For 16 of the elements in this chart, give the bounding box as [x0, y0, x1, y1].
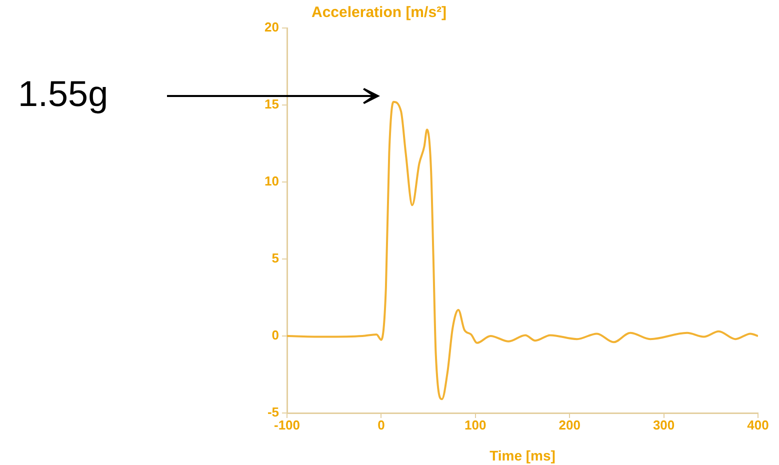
x-tick-label: 0 — [378, 417, 385, 432]
y-tick-label: 0 — [272, 328, 279, 343]
text: 1.55g — [18, 73, 108, 114]
chart-title: Acceleration [m/s²] — [311, 4, 447, 22]
x-tick-label: 400 — [747, 417, 769, 432]
y-tick-label: 20 — [264, 20, 279, 35]
y-tick-label: 10 — [264, 174, 279, 189]
y-tick-label: 15 — [264, 96, 279, 112]
line-series — [287, 100, 758, 400]
x-tick-label: -100 — [274, 417, 300, 432]
x-tick-label: 300 — [652, 417, 675, 432]
x-axis-title: Time [ms] — [490, 447, 556, 464]
y-tick-label: -5 — [267, 404, 279, 420]
x-tick-label: 100 — [464, 417, 486, 432]
y-tick-label: 5 — [272, 250, 279, 266]
x-tick-label: 200 — [558, 417, 580, 432]
